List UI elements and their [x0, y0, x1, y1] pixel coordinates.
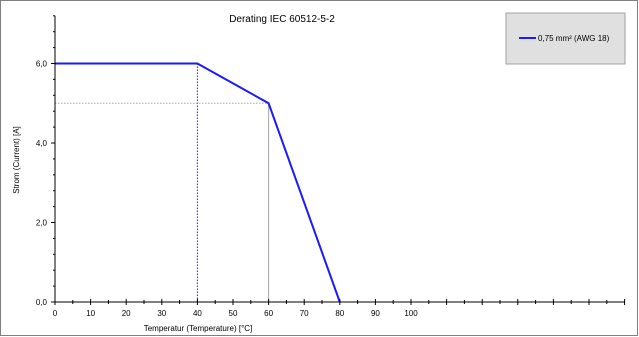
x-tick-label: 100: [404, 309, 418, 318]
y-tick-label: 4,0: [36, 139, 48, 148]
y-axis-ticks: 0,0 2,0 4,0 6,0: [36, 15, 55, 307]
reference-lines: [55, 63, 270, 302]
x-tick-label: 10: [86, 309, 95, 318]
data-point: [267, 102, 270, 105]
x-tick-label: 60: [264, 309, 273, 318]
x-tick-label: 20: [122, 309, 131, 318]
x-tick-label: 70: [300, 309, 309, 318]
data-point: [196, 62, 199, 65]
y-tick-label: 0,0: [36, 298, 48, 307]
x-axis-title: Temperatur (Temperature) [°C]: [144, 324, 253, 333]
legend: 0,75 mm² (AWG 18): [505, 12, 626, 65]
x-tick-label: 30: [157, 309, 166, 318]
y-axis-title: Strom (Current) [A]: [12, 126, 21, 194]
x-tick-label: 80: [335, 309, 344, 318]
y-tick-label: 6,0: [36, 60, 48, 69]
x-tick-label: 0: [53, 309, 58, 318]
x-tick-label: 40: [193, 309, 202, 318]
series-line: [55, 62, 341, 303]
x-axis-ticks: 0 10 20 30 40 50 60 70 80 90 100: [53, 299, 626, 318]
y-tick-label: 2,0: [36, 219, 48, 228]
legend-label: 0,75 mm² (AWG 18): [538, 34, 610, 43]
chart-title: Derating IEC 60512-5-2: [229, 14, 335, 25]
x-tick-label: 50: [229, 309, 238, 318]
x-tick-label: 90: [371, 309, 380, 318]
